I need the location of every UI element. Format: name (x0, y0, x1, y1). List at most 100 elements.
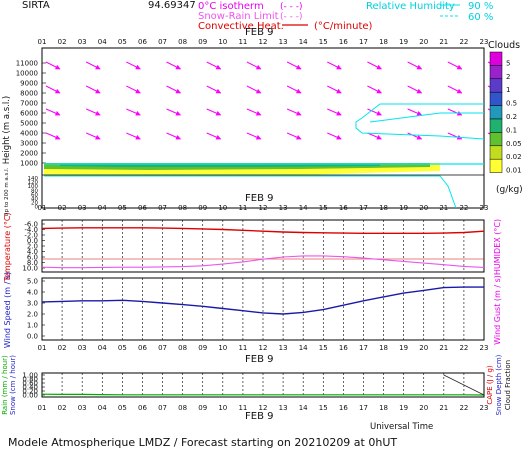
wind-arrow (407, 108, 423, 116)
hour-tick-label: 01 (38, 38, 47, 46)
panel-tick-label: 0.0 (27, 333, 38, 341)
hour-tick-label: 15 (319, 344, 328, 352)
temperature-panel: -6.0-4.0-2.00.02.04.06.08.010.0 Temperat… (3, 212, 502, 282)
wind-y-ticks: 5.0 4.0 3.0 2.0 1.0 0.0 (27, 278, 465, 341)
hour-tick-label: 19 (399, 38, 408, 46)
panel-tick-label: 0.20 (22, 388, 38, 396)
hour-tick-label: 15 (319, 38, 328, 46)
panel-tick-label: -4.0 (24, 226, 38, 234)
lower-hour-axis: 01 02 03 04 05 06 07 08 09 10 11 12 13 14 15 16 17 18 19 20… (38, 344, 489, 352)
precip-panel: 1.000.800.600.400.200.00 Rain (mm / hour… (1, 354, 512, 415)
convective-legend-unit: (°C/minute) (314, 21, 373, 32)
hour-tick-label: 11 (238, 344, 247, 352)
panel-tick-label: 5.0 (27, 278, 38, 286)
wind-speed-axis-label: Wind Speed (m / s) (3, 272, 12, 348)
hour-tick-label: 04 (98, 38, 107, 46)
wind-arrow (286, 108, 302, 116)
wind-arrow (166, 61, 181, 70)
panel1-date-label: FEB 9 (245, 27, 273, 38)
hour-tick-label: 18 (379, 404, 388, 412)
temperature-axis-label: Temperature (°C) (3, 212, 12, 282)
rh-legend-90: 90 % (468, 1, 493, 12)
height-tick-label: 9000 (20, 80, 38, 88)
hour-tick-label: 13 (279, 204, 288, 212)
humidex-series (41, 255, 485, 269)
hour-tick-label: 21 (439, 38, 448, 46)
wind-arrow (286, 61, 302, 70)
wind-gust-axis-label: Wind Gust (m / s) (493, 275, 502, 345)
hour-tick-label: 02 (58, 38, 67, 46)
hour-tick-label: 18 (379, 204, 388, 212)
hour-tick-label: 16 (339, 38, 348, 46)
wind-arrow (126, 108, 141, 116)
height-low-tick-label: 0 (35, 205, 39, 211)
clouds-legend-level: 1 (506, 86, 510, 94)
hour-tick-label: 15 (319, 404, 328, 412)
wind-arrow (447, 108, 463, 116)
rain-series (41, 393, 485, 396)
wind-arrow (327, 132, 342, 140)
height-axis-label: Height (m a.s.l.) (2, 96, 12, 165)
panel-tick-label: 2.0 (27, 243, 38, 251)
hour-tick-label: 21 (439, 404, 448, 412)
hour-tick-label: 17 (359, 204, 368, 212)
hour-tick-label: 06 (138, 204, 147, 212)
hour-tick-label: 04 (98, 404, 107, 412)
panel-tick-label: 1.00 (22, 372, 38, 380)
panel2-date-label: FEB 9 (245, 193, 273, 204)
height-tick-label: 7000 (20, 100, 38, 108)
hour-tick-label: 13 (279, 38, 288, 46)
panel-tick-label: 0.60 (22, 380, 38, 388)
hour-tick-label: 13 (279, 404, 288, 412)
snow-depth-axis-label: Snow Depth (cm) (495, 354, 503, 415)
isotherm-legend-label: 0°C isotherm (198, 1, 264, 12)
hour-tick-label: 12 (259, 204, 268, 212)
hour-tick-label: 10 (218, 204, 227, 212)
hour-tick-label: 14 (299, 344, 308, 352)
hour-tick-label: 20 (419, 38, 428, 46)
panel-tick-label: 0.0 (27, 237, 38, 245)
hour-tick-label: 03 (78, 38, 87, 46)
cloud-fraction-axis-label: Cloud Fraction (504, 360, 512, 410)
wind-arrow (286, 85, 302, 94)
clouds-legend-swatch (489, 51, 503, 66)
station-coords: 94.69347 (148, 0, 196, 11)
hour-tick-label: 22 (459, 344, 468, 352)
panel-tick-label: -2.0 (24, 232, 38, 240)
height-tick-label: 3000 (20, 140, 38, 148)
clouds-legend-swatch (489, 65, 503, 80)
wind-arrow (447, 85, 463, 94)
wind-arrow (45, 132, 61, 140)
hour-tick-label: 16 (339, 344, 348, 352)
height-low-axis-label: Up to 200 m a.s.l. (4, 167, 10, 216)
figure-caption: Modele Atmospherique LMDZ / Forecast sta… (8, 436, 397, 449)
wind-arrow (126, 85, 141, 94)
wind-arrow (85, 108, 101, 116)
height-tick-label: 10000 (16, 70, 38, 78)
hour-tick-label: 21 (439, 204, 448, 212)
hour-tick-label: 18 (379, 38, 388, 46)
clouds-legend-swatch (489, 118, 503, 133)
height-tick-label: 2000 (20, 150, 38, 158)
temperature-series (41, 227, 485, 235)
wind-arrow (45, 85, 61, 94)
hour-tick-label: 04 (98, 204, 107, 212)
hour-tick-label: 08 (178, 38, 187, 46)
panel-tick-label: 0.40 (22, 384, 38, 392)
hour-tick-label: 17 (359, 344, 368, 352)
clouds-legend-swatch (489, 145, 503, 160)
wind-arrow (246, 108, 262, 116)
wind-arrow (367, 132, 382, 140)
wind-arrow (206, 132, 222, 140)
clouds-legend-swatch (489, 105, 503, 120)
precip-y-ticks: 1.000.800.600.400.200.00 (22, 372, 465, 400)
hour-tick-label: 01 (38, 204, 47, 212)
hour-tick-label: 06 (138, 38, 147, 46)
snow-axis-label: Snow (cm / hour) (9, 355, 17, 415)
panel-tick-label: 0.00 (22, 392, 38, 400)
cloud-layer-core (60, 164, 380, 167)
hour-tick-label: 17 (359, 404, 368, 412)
hour-tick-label: 06 (138, 404, 147, 412)
hour-tick-label: 12 (259, 38, 268, 46)
